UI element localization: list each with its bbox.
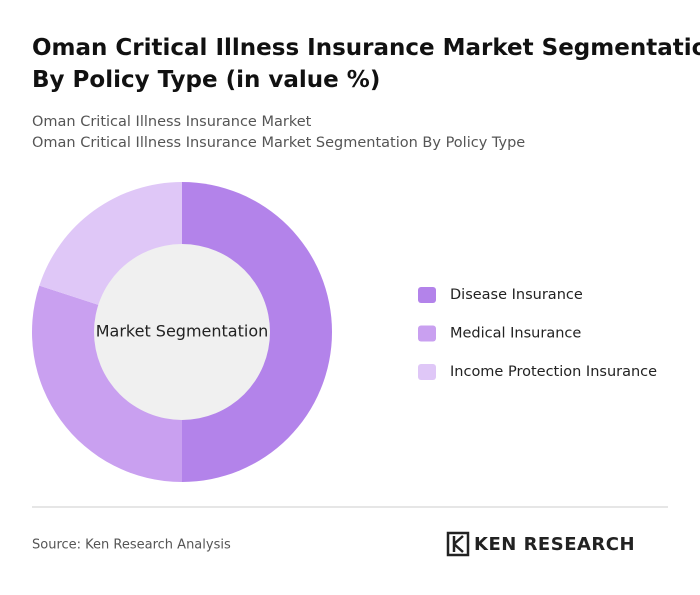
legend-label: Medical Insurance <box>450 326 581 342</box>
source: Source: Ken Research Analysis <box>32 538 231 553</box>
legend-label: Income Protection Insurance <box>450 364 657 380</box>
logo-icon <box>452 535 464 553</box>
chart-title: Oman Critical Illness Insurance Market S… <box>32 35 700 93</box>
subtitle: Oman Critical Illness Insurance Market S… <box>32 135 525 151</box>
logo-icon <box>446 531 470 557</box>
center-label: Market Segmentation <box>96 322 269 341</box>
chart-title-group: Oman Critical Illness Insurance Market S… <box>32 35 700 93</box>
legend-swatch <box>418 364 436 380</box>
legend-label: Disease Insurance <box>450 287 583 303</box>
donut-hole <box>94 244 270 420</box>
brand: KEN RESEARCH <box>474 534 635 555</box>
subtitle: Oman Critical Illness Insurance Market <box>32 114 312 130</box>
legend-swatch <box>418 287 436 303</box>
brand-logo: KEN RESEARCH <box>446 531 635 557</box>
legend-swatch <box>418 325 436 342</box>
donut: Market Segmentation <box>31 182 332 482</box>
